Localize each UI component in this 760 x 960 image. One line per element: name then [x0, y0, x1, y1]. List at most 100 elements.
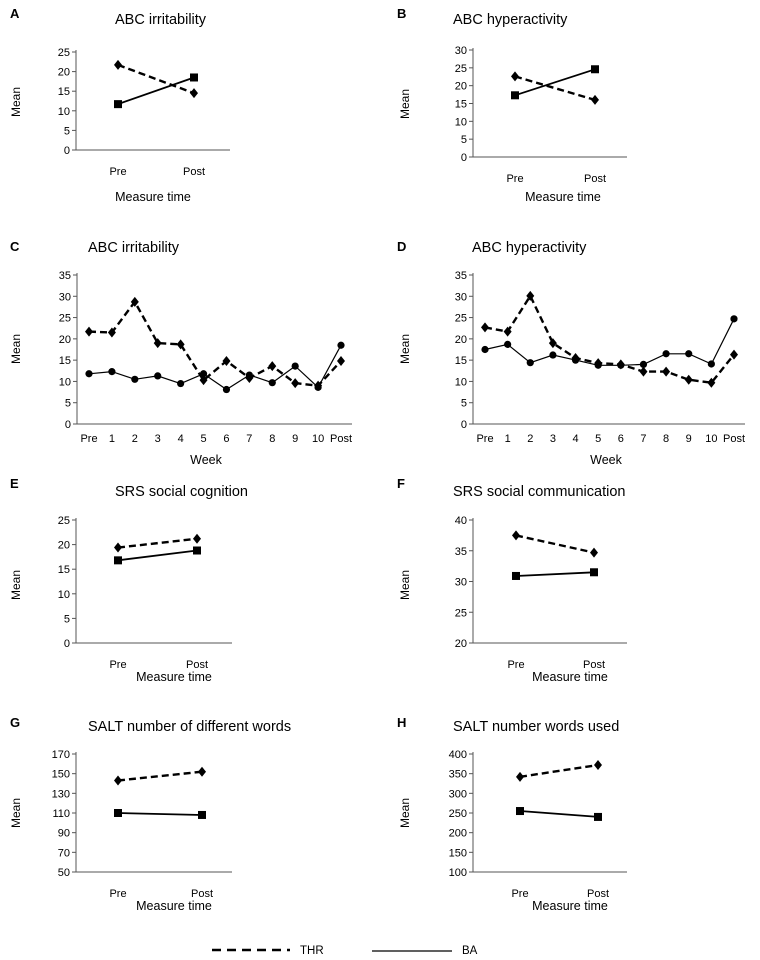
data-point-thr	[85, 326, 93, 337]
data-point-thr	[198, 766, 206, 777]
data-point-ba	[730, 315, 738, 323]
data-point-ba	[314, 383, 322, 391]
y-tick-label: 110	[52, 808, 70, 820]
x-tick-label: 4	[178, 433, 184, 445]
y-tick-label: 30	[455, 577, 467, 589]
y-tick-label: 50	[58, 867, 70, 879]
x-tick-label: 1	[109, 433, 115, 445]
y-tick-label: 10	[58, 106, 70, 118]
data-point-ba	[617, 361, 625, 369]
x-axis-label: Measure time	[136, 899, 212, 913]
chart-title: ABC hyperactivity	[453, 12, 568, 28]
series-thr	[512, 530, 598, 558]
x-tick-label: Pre	[80, 433, 97, 445]
y-tick-label: 25	[455, 63, 467, 75]
data-point-ba	[594, 812, 602, 821]
data-point-ba	[481, 345, 489, 354]
panel-letter: E	[10, 476, 19, 491]
series-ba	[114, 73, 198, 109]
y-tick-label: 10	[59, 376, 71, 388]
y-tick-label: 0	[64, 145, 70, 157]
panel-b: B ABC hyperactivity 0 5 10 15 20 25 30 Pre Post Mea…	[397, 6, 627, 204]
series-line-ba	[117, 812, 203, 816]
series-line-thr	[117, 63, 195, 95]
y-tick-label: 25	[455, 607, 467, 619]
y-tick-label: 25	[455, 313, 467, 325]
series-line-thr	[515, 534, 595, 554]
x-axis-label: Week	[590, 453, 622, 467]
y-tick-label: 30	[455, 45, 467, 57]
y-tick-label: 350	[449, 769, 467, 781]
x-tick-label: 8	[269, 433, 275, 445]
y-tick-label: 5	[461, 134, 467, 146]
data-point-thr	[707, 377, 716, 388]
data-point-thr	[639, 366, 648, 377]
data-point-ba	[190, 73, 198, 82]
panel-letter: G	[10, 715, 20, 730]
data-point-thr	[190, 88, 198, 99]
series-ba	[511, 65, 599, 100]
chart-title: SRS social cognition	[115, 484, 248, 500]
data-point-thr	[662, 366, 671, 377]
x-tick-label: 9	[292, 433, 298, 445]
series-thr	[85, 296, 345, 391]
y-tick-label: 0	[461, 419, 467, 431]
x-tick-label: 2	[132, 433, 138, 445]
x-tick-label: 9	[686, 433, 692, 445]
y-tick-label: 150	[52, 769, 70, 781]
data-point-thr	[193, 533, 201, 544]
y-tick-label: 15	[58, 86, 70, 98]
y-tick-label: 10	[455, 376, 467, 388]
y-tick-label: 35	[455, 546, 467, 558]
data-point-thr	[222, 355, 231, 366]
x-tick-label: 4	[572, 433, 578, 445]
data-point-ba	[526, 359, 534, 367]
series-line-ba	[515, 571, 595, 577]
data-point-ba	[590, 568, 598, 577]
x-tick-label: Post	[584, 173, 606, 185]
y-tick-label: 30	[59, 291, 71, 303]
x-tick-label: Pre	[511, 888, 528, 900]
y-tick-label: 5	[64, 613, 70, 625]
y-tick-label: 150	[449, 847, 467, 859]
data-point-ba	[511, 91, 519, 100]
chart-title: ABC irritability	[115, 12, 207, 28]
series-thr	[516, 760, 602, 782]
x-tick-label: Post	[183, 166, 205, 178]
data-point-ba	[199, 370, 208, 378]
y-tick-label: 5	[65, 398, 71, 410]
x-axis-label: Measure time	[532, 670, 608, 684]
y-axis-label: Mean	[9, 87, 23, 117]
y-tick-label: 20	[455, 81, 467, 93]
data-point-ba	[291, 362, 299, 370]
data-point-thr	[130, 296, 139, 307]
series-ba	[85, 341, 345, 394]
data-point-ba	[685, 350, 693, 358]
y-tick-label: 40	[455, 515, 467, 527]
data-point-thr	[684, 374, 693, 385]
data-point-ba	[549, 351, 557, 359]
data-point-thr	[730, 349, 738, 360]
series-line-ba	[88, 344, 342, 391]
series-line-thr	[88, 299, 342, 387]
panel-d: D ABC hyperactivity 0 5 10 15 20 25 30 35 Pre 1 2 3 4 5…	[397, 239, 745, 467]
y-tick-label: 170	[52, 749, 70, 761]
panel-letter: A	[10, 6, 20, 21]
y-tick-label: 20	[455, 638, 467, 650]
series-thr	[114, 533, 201, 553]
x-tick-label: 3	[550, 433, 556, 445]
data-point-thr	[503, 326, 512, 337]
chart-title: SALT number of different words	[88, 719, 291, 735]
data-point-ba	[245, 371, 253, 379]
y-tick-label: 20	[58, 540, 70, 552]
x-tick-label: Post	[723, 433, 745, 445]
panel-letter: D	[397, 239, 406, 254]
data-point-ba	[108, 368, 116, 376]
x-axis-label: Measure time	[115, 190, 191, 204]
series-line-thr	[519, 763, 599, 778]
y-tick-label: 30	[455, 291, 467, 303]
x-tick-label: Pre	[476, 433, 493, 445]
y-axis-label: Mean	[398, 334, 412, 364]
data-point-thr	[526, 290, 535, 301]
